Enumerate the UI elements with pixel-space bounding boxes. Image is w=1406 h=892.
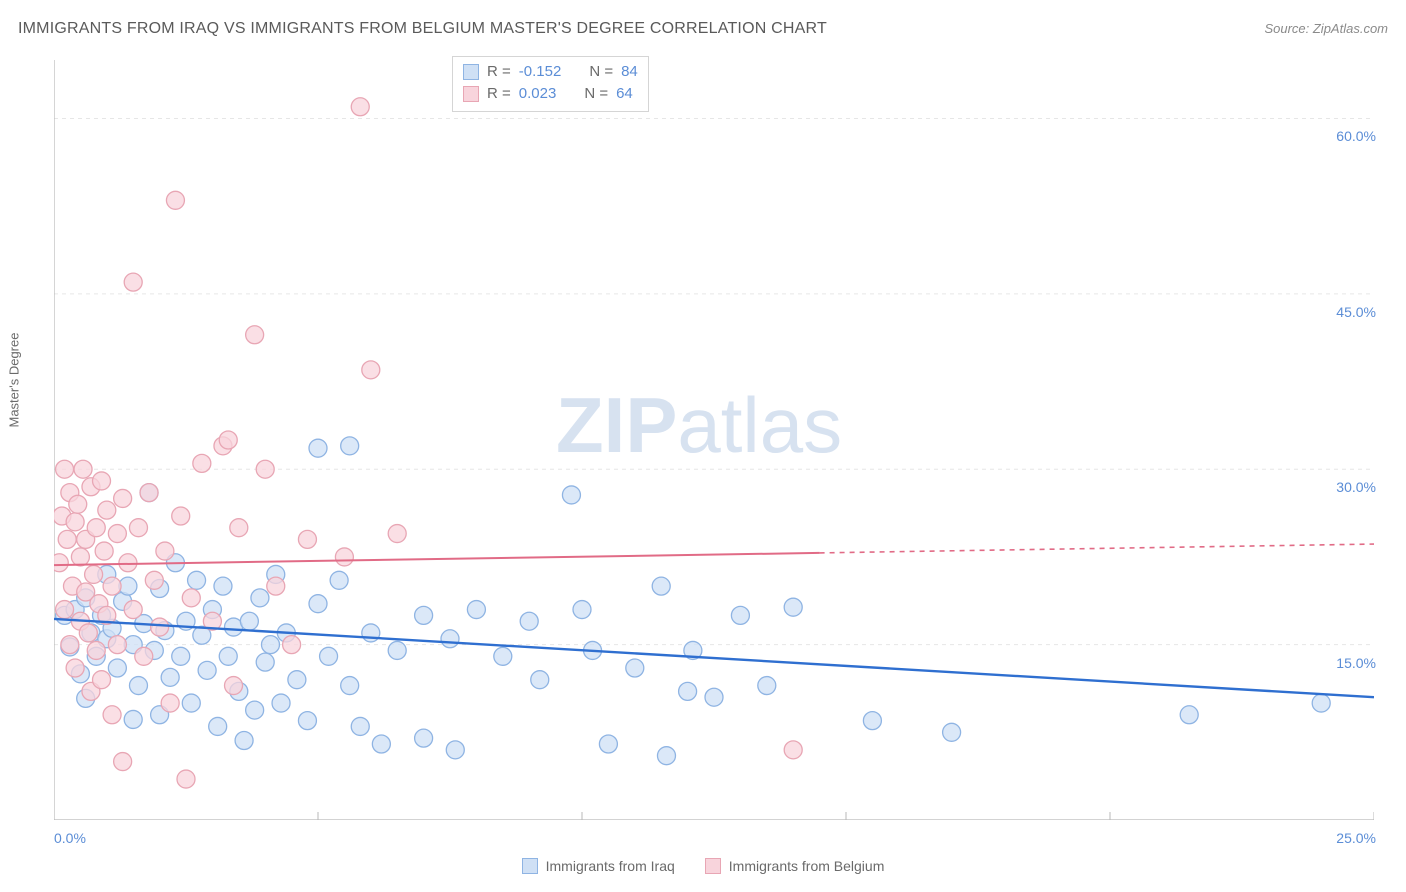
legend-r-value: -0.152 [519,61,562,83]
chart-area: 15.0%30.0%45.0%60.0%0.0%25.0% [54,60,1374,820]
legend-item: Immigrants from Iraq [522,858,675,874]
legend-swatch [705,858,721,874]
legend-swatch [463,64,479,80]
legend-n-value: 64 [616,83,633,105]
chart-source: Source: ZipAtlas.com [1264,21,1388,36]
series-legend: Immigrants from Iraq Immigrants from Belg… [0,858,1406,874]
legend-series-label: Immigrants from Belgium [729,858,885,874]
y-tick-label: 15.0% [1336,655,1376,671]
legend-n-value: 84 [621,61,638,83]
y-tick-label: 45.0% [1336,304,1376,320]
legend-n-label: N = [584,83,608,105]
chart-title: IMMIGRANTS FROM IRAQ VS IMMIGRANTS FROM … [18,20,827,38]
y-axis-label: Master's Degree [7,333,22,428]
legend-swatch [522,858,538,874]
x-tick-label: 0.0% [54,830,86,846]
chart-header: IMMIGRANTS FROM IRAQ VS IMMIGRANTS FROM … [18,20,1388,38]
scatter-plot-svg [54,60,1374,820]
legend-row: R = 0.023 N = 64 [463,83,638,105]
legend-swatch [463,86,479,102]
legend-r-label: R = [487,83,511,105]
legend-item: Immigrants from Belgium [705,858,885,874]
legend-row: R = -0.152 N = 84 [463,61,638,83]
y-tick-label: 30.0% [1336,479,1376,495]
legend-series-label: Immigrants from Iraq [546,858,675,874]
x-tick-label: 25.0% [1336,830,1376,846]
legend-n-label: N = [589,61,613,83]
y-tick-label: 60.0% [1336,128,1376,144]
legend-r-label: R = [487,61,511,83]
legend-r-value: 0.023 [519,83,557,105]
correlation-legend: R =-0.152N =84R =0.023N =64 [452,56,649,112]
